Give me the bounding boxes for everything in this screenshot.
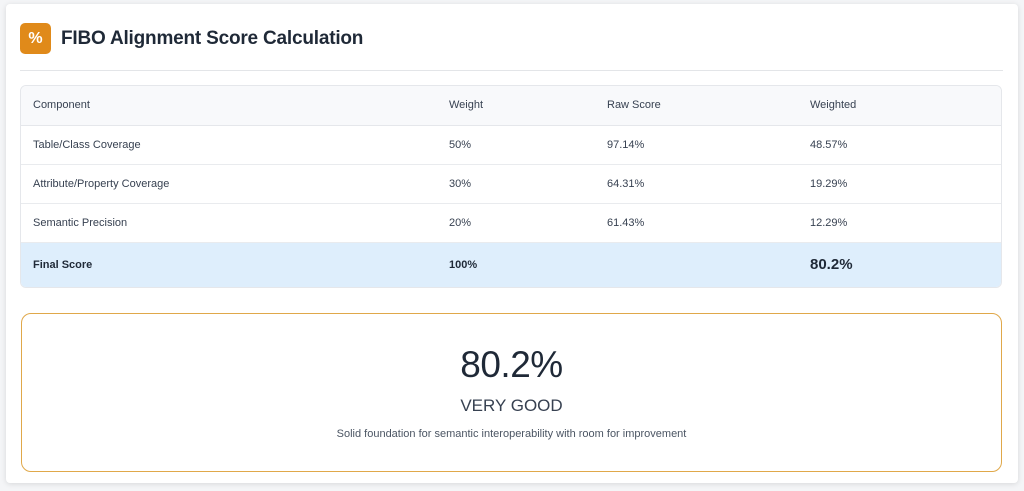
weight-cell: 30% <box>449 177 472 190</box>
final-score-row: Final Score 100% 80.2% <box>21 242 1001 287</box>
raw-score-cell: 64.31% <box>607 177 645 190</box>
column-header-weight: Weight <box>449 86 607 126</box>
score-table: Component Weight Raw Score Weighted Tabl… <box>20 85 1002 288</box>
final-score-value: 80.2% <box>460 344 563 385</box>
component-cell: Attribute/Property Coverage <box>33 177 170 190</box>
percent-icon: % <box>20 23 51 54</box>
final-weight-cell: 100% <box>449 258 478 271</box>
card-header: % FIBO Alignment Score Calculation <box>20 23 1003 71</box>
alignment-score-card: % FIBO Alignment Score Calculation Compo… <box>6 4 1018 483</box>
column-header-raw-score: Raw Score <box>607 86 810 126</box>
final-weighted-cell: 80.2% <box>810 256 853 274</box>
raw-score-cell: 97.14% <box>607 138 645 151</box>
weight-cell: 50% <box>449 138 472 151</box>
table-row: Semantic Precision 20% 61.43% 12.29% <box>21 203 1001 242</box>
column-header-component: Component <box>21 86 449 126</box>
weight-cell: 20% <box>449 216 472 229</box>
table-row: Attribute/Property Coverage 30% 64.31% 1… <box>21 164 1001 203</box>
score-description: Solid foundation for semantic interopera… <box>336 428 687 440</box>
weighted-cell: 19.29% <box>810 177 848 190</box>
raw-score-cell: 61.43% <box>607 216 645 229</box>
final-component-cell: Final Score <box>33 258 93 271</box>
final-raw-score-cell <box>607 242 810 287</box>
component-cell: Semantic Precision <box>33 216 128 229</box>
weighted-cell: 12.29% <box>810 216 848 229</box>
score-summary-box: 80.2% VERY GOOD Solid foundation for sem… <box>21 313 1002 472</box>
score-grade: VERY GOOD <box>460 396 563 415</box>
component-cell: Table/Class Coverage <box>33 138 141 151</box>
weighted-cell: 48.57% <box>810 138 848 151</box>
page-title: FIBO Alignment Score Calculation <box>61 28 364 49</box>
table-header-row: Component Weight Raw Score Weighted <box>21 86 1001 126</box>
table-row: Table/Class Coverage 50% 97.14% 48.57% <box>21 125 1001 164</box>
column-header-weighted: Weighted <box>810 86 1001 126</box>
